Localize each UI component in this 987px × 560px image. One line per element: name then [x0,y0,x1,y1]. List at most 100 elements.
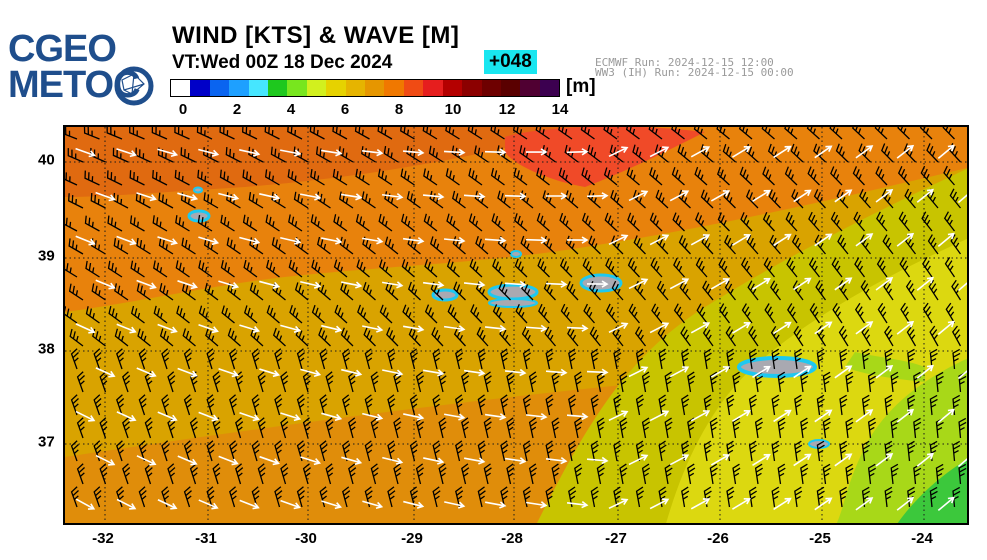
wave-arrow [834,453,853,467]
wind-barb [76,463,85,485]
wave-arrow [855,321,874,335]
ecmwf-run-info: ECMWF Run: 2024-12-15 12:00 [595,56,774,69]
wind-barb [702,326,714,347]
wind-barb [514,213,528,232]
colorbar-swatch [287,80,307,96]
wind-barb [770,280,782,301]
wind-barb [861,394,871,416]
wind-barb [764,303,776,324]
wind-barb [769,234,781,255]
wind-barb [296,394,305,416]
wind-barb [461,463,470,485]
wind-barb [544,326,556,347]
wave-arrow [916,452,934,467]
wind-barb [180,147,196,163]
wave-arrow [321,237,343,245]
wave-arrow [649,498,670,510]
wave-arrow [957,452,967,468]
wave-arrow [608,498,629,510]
wind-barb [545,394,554,416]
wave-arrow [566,500,589,509]
wave-arrow [198,499,219,510]
wave-arrow [75,323,96,334]
wind-barb [136,237,151,255]
wind-barb [581,167,595,186]
colorbar-tick: 0 [178,101,188,118]
wind-barb [861,325,872,347]
wind-barb [703,348,712,370]
wind-barb [785,211,798,232]
wave-arrow [402,237,425,245]
wind-barb [311,259,325,278]
wind-barb [838,325,849,347]
wind-barb [927,234,939,255]
wind-barb [664,463,673,485]
wind-barb [332,168,348,186]
wind-barb [822,463,831,485]
wave-arrow [957,364,967,380]
wind-barb [167,371,176,393]
wave-arrow [566,236,589,244]
wave-arrow [75,147,96,158]
wave-arrow [443,236,466,245]
wave-arrow [834,189,853,203]
wave-arrow [690,498,711,510]
wave-arrow [321,412,343,421]
wave-arrow [504,457,527,465]
wind-barb [635,486,645,508]
lon-label-25: -25 [809,530,831,547]
wind-barb [881,143,894,163]
wind-barb [130,305,145,324]
wind-barb [677,144,691,163]
lon-label-31: -31 [195,530,217,547]
wind-barb [822,371,831,393]
wind-barb [235,463,244,485]
wind-barb [716,127,730,140]
wave-arrow [239,236,261,245]
wave-arrow [239,149,261,157]
wind-barb [890,371,899,393]
wave-arrow [403,413,425,421]
wave-arrow [752,453,771,466]
wind-barb [409,348,418,370]
wave-arrow [628,366,649,378]
wind-barb [113,192,129,209]
wind-barb [664,417,673,439]
wind-barb [189,417,198,439]
wave-arrow [259,193,281,201]
wind-barb [794,394,803,416]
wind-barb [877,302,888,324]
colorbar-tick: 10 [444,101,462,118]
wave-arrow [341,281,363,289]
wind-barb [800,417,809,439]
wind-barb [771,394,780,416]
wind-barb [159,328,174,347]
wind-barb [635,348,645,370]
wave-arrow [773,497,792,511]
wind-barb [681,348,690,370]
wind-barb [287,127,303,140]
wind-barb [658,348,667,370]
wave-arrow [300,456,322,466]
wind-barb [634,280,646,301]
wind-barb [138,394,147,416]
wind-barb [700,189,714,209]
wind-barb [130,260,145,278]
wind-barb [107,215,123,232]
wind-barb [513,167,528,186]
wind-barb [633,235,646,255]
colorbar-swatch [423,80,443,96]
wind-barb [385,281,399,301]
wind-barb [422,127,438,140]
wind-barb [257,463,266,485]
wind-barb [657,326,669,347]
wind-barb [342,348,351,370]
wave-arrow [896,320,915,335]
wave-arrow [280,499,301,510]
wind-barb [106,170,123,186]
wind-barb [144,463,153,485]
wind-barb [333,214,348,232]
wind-barb [787,303,798,324]
wind-barb [580,127,595,140]
wind-barb [784,127,798,140]
